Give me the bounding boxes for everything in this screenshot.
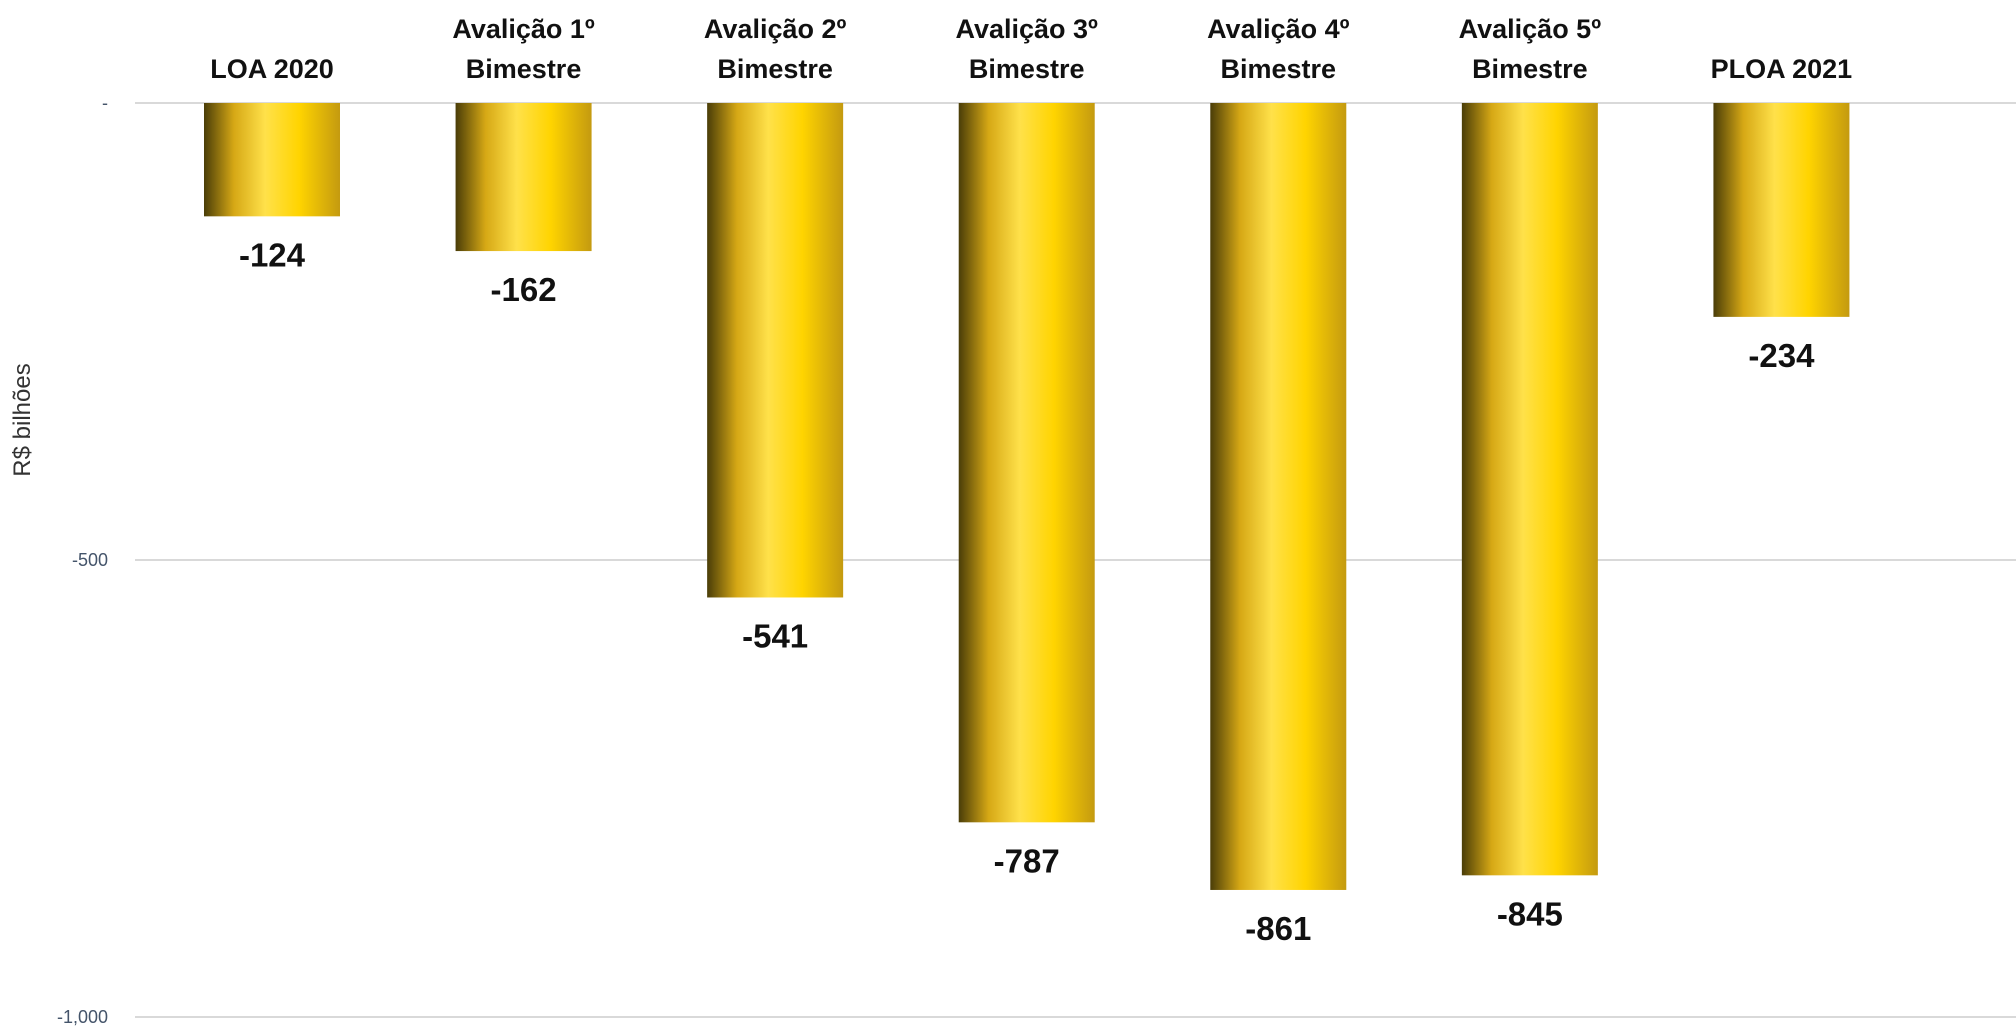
data-label: -541 [742,617,808,654]
data-label: -124 [239,236,306,273]
data-label: -234 [1748,337,1815,374]
category-label: PLOA 2021 [1711,54,1853,84]
bar [958,103,1095,823]
y-axis-ticks: - -500 -1,000 [57,93,108,1027]
bar [1713,103,1850,317]
category-label: LOA 2020 [210,54,334,84]
bar [204,103,340,217]
category-labels: LOA 2020 Avalição 1º Bimestre Avalição 2º Bi… [210,14,1852,84]
value-labels: -124 -162 -541 -787 -861 -845 -234 [239,236,1815,947]
y-axis-title: R$ bilhões [9,363,36,476]
category-label: Avalição 3º Bimestre [955,14,1098,84]
bar [707,103,844,598]
data-label: -787 [994,842,1060,879]
bar [1210,103,1347,890]
bar [455,103,592,252]
data-label: -861 [1245,910,1311,947]
bars [204,103,1850,890]
y-tick-label: -500 [72,550,108,570]
category-label: Avalição 5º Bimestre [1459,14,1602,84]
category-label: Avalição 4º Bimestre [1207,14,1350,84]
category-label: Avalição 2º Bimestre [704,14,847,84]
data-label: -845 [1497,895,1563,932]
y-tick-label: -1,000 [57,1007,108,1027]
bar [1461,103,1598,876]
data-label: -162 [491,271,557,308]
category-label: Avalição 1º Bimestre [452,14,595,84]
y-tick-label: - [102,93,108,113]
